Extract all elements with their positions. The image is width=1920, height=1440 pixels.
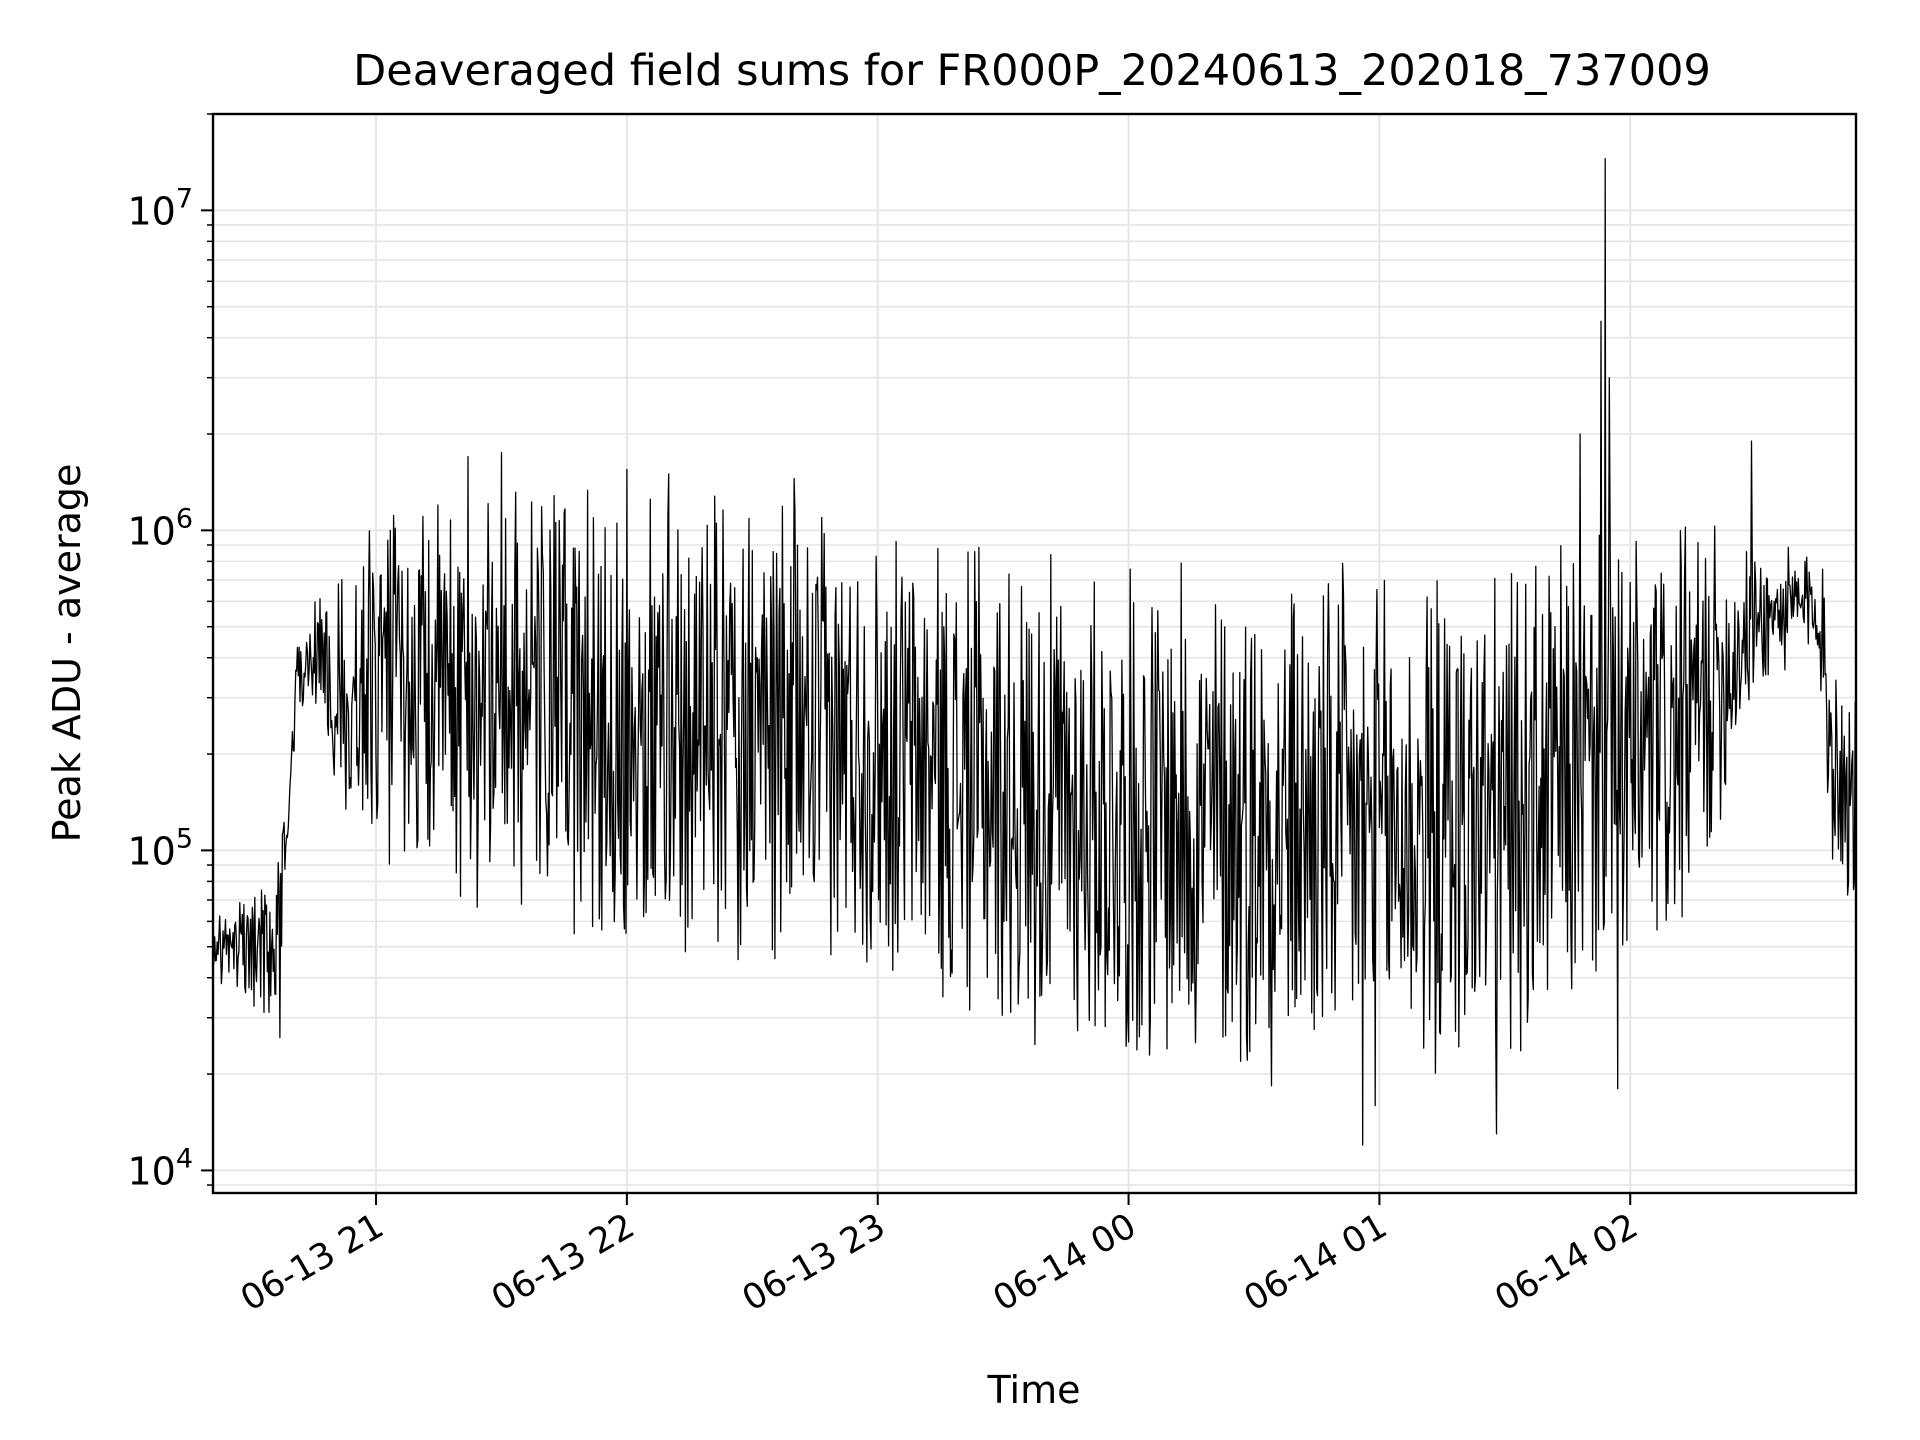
x-axis-label: Time (987, 1368, 1081, 1412)
y-axis-label: Peak ADU - average (45, 464, 89, 843)
series-line (212, 158, 1857, 1146)
chart-title: Deaveraged field sums for FR000P_2024061… (353, 46, 1711, 96)
plot-area-frame (211, 112, 1858, 1195)
y-tick-label: 104 (127, 1143, 193, 1193)
series-layer (212, 158, 1857, 1146)
y-tick-label: 106 (127, 503, 193, 553)
y-axis: 104 105 106 107 (127, 113, 213, 1193)
y-tick-label: 105 (127, 823, 193, 873)
y-tick-label: 107 (127, 183, 193, 233)
